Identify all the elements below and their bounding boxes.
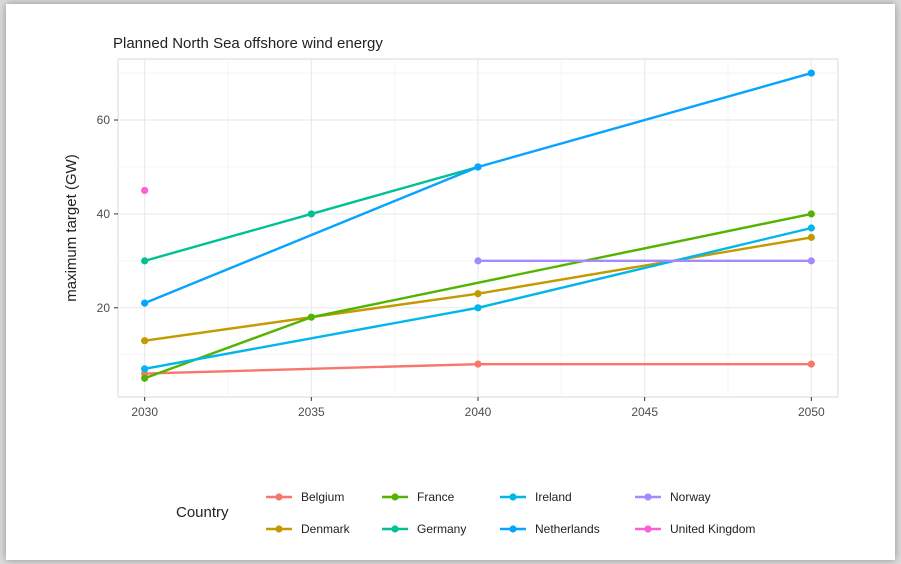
data-point	[807, 69, 815, 77]
chart-card: Planned North Sea offshore wind energy 2…	[6, 4, 895, 560]
y-tick-label: 60	[97, 113, 111, 127]
data-point	[141, 374, 149, 382]
data-point	[807, 257, 815, 265]
legend-label: Norway	[670, 490, 711, 504]
legend-key-point	[644, 493, 652, 501]
legend-item: Belgium	[266, 490, 344, 504]
x-axis-ticks: 2030 2035 2040 2045 2050	[131, 397, 825, 419]
legend-label: Netherlands	[535, 522, 600, 536]
legend-item: Denmark	[266, 522, 351, 536]
data-point	[141, 337, 149, 345]
data-point	[807, 233, 815, 241]
line-chart: Planned North Sea offshore wind energy 2…	[63, 35, 839, 536]
x-tick-label: 2040	[465, 405, 492, 419]
data-point	[141, 186, 149, 195]
chart-title: Planned North Sea offshore wind energy	[113, 35, 383, 52]
legend-key-point	[391, 525, 399, 533]
legend-item: France	[382, 490, 455, 504]
data-point	[807, 360, 815, 368]
legend-item: Ireland	[500, 490, 572, 504]
series-norway	[474, 257, 815, 265]
legend-item: Germany	[382, 522, 466, 536]
series-netherlands	[141, 69, 815, 307]
data-point	[474, 290, 482, 298]
data-point	[141, 299, 149, 307]
data-point	[807, 224, 815, 232]
series-layer	[141, 69, 815, 382]
data-point	[307, 313, 315, 321]
x-tick-label: 2030	[131, 405, 158, 419]
legend-key-point	[391, 493, 399, 501]
series-united-kingdom	[141, 186, 149, 195]
data-point	[307, 210, 315, 218]
legend-label: Germany	[417, 522, 466, 536]
data-point	[474, 304, 482, 312]
x-tick-label: 2035	[298, 405, 325, 419]
data-point	[141, 257, 149, 265]
data-point	[141, 365, 149, 373]
legend-label: United Kingdom	[670, 522, 755, 536]
data-point	[807, 210, 815, 218]
y-axis-title: maximum target (GW)	[63, 154, 80, 302]
legend-label: Belgium	[301, 490, 344, 504]
legend-item: Norway	[635, 490, 711, 504]
legend-label: Ireland	[535, 490, 572, 504]
legend-label: France	[417, 490, 455, 504]
legend-key-point	[275, 525, 283, 533]
y-tick-label: 40	[97, 207, 111, 221]
x-tick-label: 2050	[798, 405, 825, 419]
legend-key-point	[644, 525, 652, 533]
y-tick-label: 20	[97, 301, 111, 315]
legend-key-point	[275, 493, 283, 501]
data-point	[474, 163, 482, 171]
data-point	[474, 257, 482, 265]
legend-item: Netherlands	[500, 522, 600, 536]
series-ireland	[141, 224, 815, 373]
legend-title: Country	[176, 504, 229, 521]
x-tick-label: 2045	[631, 405, 658, 419]
legend-item: United Kingdom	[635, 522, 755, 536]
y-axis-ticks: 20 40 60	[97, 113, 118, 315]
legend-label: Denmark	[301, 522, 351, 536]
series-denmark	[141, 233, 815, 345]
legend-key-point	[509, 493, 517, 501]
legend-key-point	[509, 525, 517, 533]
legend: Belgium Denmark France Germany Ireland Nether…	[266, 490, 755, 536]
data-point	[474, 360, 482, 368]
